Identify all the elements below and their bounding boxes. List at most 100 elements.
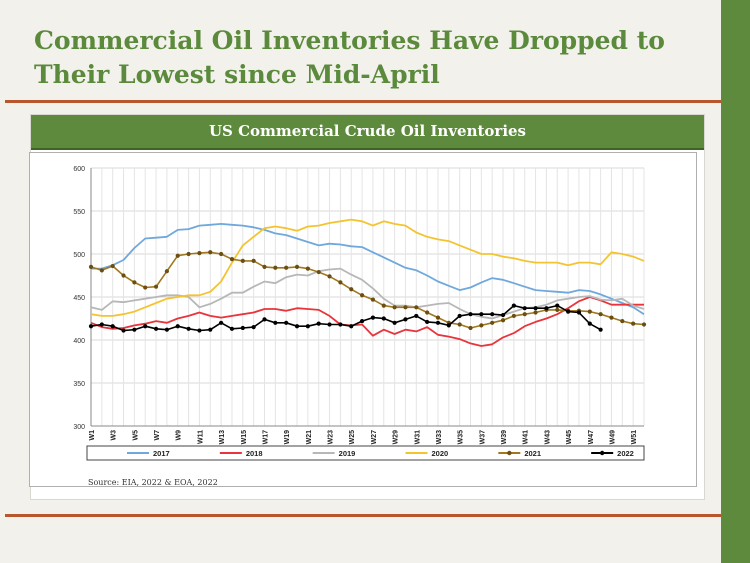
legend-marker-2021 [507,450,512,456]
data-point-2022 [435,320,441,325]
data-point-2022 [381,316,386,321]
line-chart: 300 350 400 450 500 550 600 W1 W3 W5 W7 W9 W11 W13 W15… [73,166,647,461]
data-point-2022 [425,319,430,325]
data-point-2021 [327,274,332,279]
data-point-2021 [641,322,647,327]
legend-label-2020: 2020 [432,449,449,458]
x-tick-label: W31 [414,430,421,445]
data-point-2021 [294,264,300,269]
data-point-2021 [457,322,462,327]
x-tick-label: W5 [132,430,139,441]
data-point-2022 [392,320,397,325]
data-point-2021 [490,320,495,325]
data-point-2021 [175,253,180,258]
data-point-2021 [186,251,191,257]
data-point-2022 [175,324,180,329]
data-point-2022 [490,312,495,317]
top-divider [5,100,721,103]
data-point-2021 [533,310,538,315]
data-point-2022 [338,322,343,327]
source-note: Source: EIA, 2022 & EOA, 2022 [88,478,218,487]
data-point-2022 [110,324,115,329]
data-point-2021 [587,309,592,314]
data-point-2022 [197,328,202,333]
x-tick-label: W49 [609,430,616,445]
series-line-2018 [90,296,644,347]
data-point-2021 [229,257,235,262]
data-point-2022 [229,326,235,331]
data-point-2021 [273,265,278,270]
y-tick-label: 350 [73,381,85,388]
data-point-2021 [631,321,636,326]
data-point-2022 [511,303,516,308]
x-tick-label: W25 [349,430,356,445]
x-tick-label: W43 [544,430,551,445]
data-point-2021 [609,315,614,320]
data-point-2021 [338,280,343,285]
data-point-2021 [349,287,354,292]
x-tick-label: W47 [588,430,595,445]
x-tick-label: W39 [501,430,508,445]
legend-label-2017: 2017 [153,449,170,458]
y-tick-label: 400 [73,338,85,345]
x-tick-label: W13 [219,430,226,445]
data-point-2022 [468,312,473,317]
x-tick-label: W21 [306,430,313,445]
data-point-2022 [153,326,159,331]
x-tick-label: W37 [479,430,486,445]
y-tick-label: 550 [73,209,85,216]
data-point-2022 [121,328,126,333]
data-point-2022 [446,323,451,328]
data-point-2022 [273,320,278,325]
x-tick-label: W33 [436,430,443,445]
x-tick-label: W15 [241,430,248,445]
data-point-2021 [197,251,202,256]
y-tick-label: 500 [73,252,85,259]
data-point-2022 [565,309,571,314]
y-tick-label: 450 [73,295,85,302]
data-point-2022 [316,321,321,326]
data-point-2021 [153,284,159,289]
chart-frame: 300 350 400 450 500 550 600 W1 W3 W5 W7 W9 W11 W13 W15… [29,152,697,487]
legend-marker-2022 [599,450,605,456]
data-point-2021 [88,264,94,269]
data-point-2022 [479,312,484,317]
data-point-2021 [262,264,267,269]
x-tick-label: W1 [89,430,96,441]
legend-box [86,445,645,461]
data-point-2022 [305,324,310,329]
legend-label-2021: 2021 [524,449,541,458]
data-point-2022 [240,325,245,331]
data-point-2021 [381,303,386,308]
data-point-2021 [219,251,224,257]
data-point-2022 [370,315,376,320]
data-point-2022 [457,313,462,319]
data-point-2021 [110,263,115,269]
x-tick-label: W19 [284,430,291,445]
data-point-2021 [522,312,527,317]
data-point-2022 [251,325,256,330]
data-point-2021 [425,310,430,315]
data-point-2021 [500,318,506,323]
x-tick-label: W11 [197,430,204,444]
data-point-2022 [522,306,527,311]
data-point-2021 [620,318,625,324]
data-point-2022 [186,326,191,331]
data-point-2022 [132,327,137,332]
x-tick-label: W3 [111,430,118,441]
data-point-2021 [132,280,137,285]
x-tick-label: W23 [328,430,335,445]
data-point-2022 [359,318,365,324]
data-point-2021 [316,269,321,275]
data-point-2021 [468,325,473,331]
data-point-2021 [251,258,256,263]
slide-title-line-2: Their Lowest since Mid-April [34,60,440,89]
accent-side-bar [721,0,750,563]
data-point-2022 [219,320,224,325]
x-tick-label: W45 [566,430,573,445]
data-point-2021 [99,268,104,273]
data-point-2022 [576,310,582,315]
data-point-2021 [143,285,148,290]
data-point-2022 [164,327,170,332]
